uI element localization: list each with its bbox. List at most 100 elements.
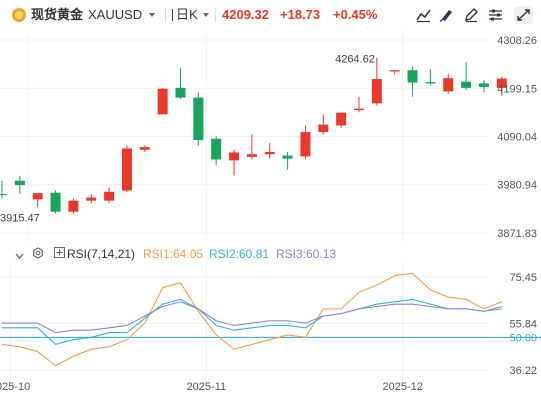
- candle-body: [104, 191, 115, 201]
- brush-icon[interactable]: [437, 6, 456, 24]
- symbol-code[interactable]: XAUUSD: [88, 7, 143, 22]
- candle[interactable]: [371, 57, 382, 106]
- interval-selector[interactable]: 日K: [176, 7, 198, 22]
- candle-body: [14, 180, 25, 186]
- candle[interactable]: [104, 187, 115, 203]
- candle-body: [478, 83, 489, 87]
- rsi2-value: RSI2:60.81: [209, 247, 270, 261]
- candle[interactable]: [496, 76, 507, 96]
- candle-body: [86, 197, 97, 201]
- candle[interactable]: [14, 175, 25, 195]
- candle[interactable]: [32, 193, 43, 208]
- candle[interactable]: [86, 194, 97, 203]
- candle-body: [0, 194, 7, 196]
- line-draw-icon[interactable]: [414, 6, 433, 24]
- rsi-chart[interactable]: 75.45 55.84 50.00 36.22 2025-10 2025-11 2025-…: [0, 263, 541, 403]
- candle-body: [318, 124, 329, 133]
- date-axis-label: 2025-12: [383, 381, 423, 393]
- candle-body: [371, 79, 382, 104]
- candle[interactable]: [175, 67, 186, 99]
- candle[interactable]: [478, 79, 489, 93]
- candle[interactable]: [0, 180, 7, 199]
- candle[interactable]: [443, 73, 454, 94]
- candle-body: [354, 108, 364, 110]
- symbol-dropdown-icon[interactable]: [149, 13, 155, 17]
- candle[interactable]: [354, 96, 364, 113]
- candle[interactable]: [139, 145, 150, 152]
- candle[interactable]: [157, 87, 168, 115]
- candle-body: [389, 70, 400, 72]
- price-axis-label: 3980.94: [497, 180, 537, 192]
- rsi-axis-label: 75.45: [509, 272, 537, 284]
- candle-body: [193, 97, 204, 141]
- settings-icon[interactable]: [32, 247, 44, 259]
- interval-dropdown-icon[interactable]: [203, 13, 209, 17]
- candle[interactable]: [211, 136, 222, 166]
- candle[interactable]: [264, 143, 275, 159]
- candle-body: [300, 132, 311, 157]
- candle[interactable]: [318, 114, 329, 135]
- candle-body: [229, 152, 240, 161]
- candle-body: [50, 192, 61, 212]
- candle-body: [407, 70, 418, 83]
- candle-body: [496, 78, 507, 88]
- candle-body: [175, 87, 186, 98]
- candle-body: [139, 147, 150, 150]
- candle[interactable]: [336, 112, 347, 128]
- candle-body: [443, 78, 454, 92]
- candle[interactable]: [68, 198, 79, 214]
- rsi-series-line-rsi2: [2, 298, 502, 346]
- toolbar-divider: [165, 8, 166, 22]
- date-axis-label: 2025-10: [0, 381, 30, 393]
- rsi1-value: RSI1:64.05: [143, 247, 204, 261]
- candle-body: [264, 151, 275, 155]
- candle-body: [32, 193, 43, 200]
- price-axis-label: 4308.26: [497, 35, 537, 47]
- candle[interactable]: [193, 92, 204, 146]
- candle[interactable]: [50, 190, 61, 214]
- candle-body: [211, 138, 222, 160]
- chart-type-icon[interactable]: [172, 9, 173, 21]
- toolbar-divider: [215, 8, 216, 22]
- rsi3-value: RSI3:60.13: [276, 247, 337, 261]
- candle[interactable]: [461, 62, 472, 91]
- candle[interactable]: [300, 125, 311, 159]
- candle-body: [121, 148, 132, 191]
- last-price: 4209.32: [222, 7, 269, 22]
- high-price-annotation: 4264.62: [335, 53, 375, 65]
- shrink-icon[interactable]: [514, 6, 533, 24]
- candle-body: [246, 154, 257, 157]
- candle-body: [282, 155, 293, 159]
- candle-body: [68, 200, 79, 212]
- rsi-label: RSI(7,14,21): [67, 247, 136, 261]
- candle-body: [425, 82, 436, 84]
- candle[interactable]: [425, 69, 436, 86]
- candle-body: [336, 112, 347, 126]
- candle[interactable]: [229, 149, 240, 176]
- price-change: +18.73: [280, 7, 321, 22]
- symbol-name-cn[interactable]: 现货黄金: [31, 7, 84, 22]
- price-change-percent: +0.45%: [333, 7, 378, 22]
- edit-icon[interactable]: [462, 6, 481, 24]
- price-axis-label: 4090.04: [497, 132, 537, 144]
- candle[interactable]: [282, 151, 293, 170]
- rsi-axis-label: 50.00: [509, 332, 537, 344]
- low-price-annotation: 3915.47: [0, 213, 40, 225]
- candle-body: [461, 81, 472, 88]
- price-axis-label: 3871.83: [497, 228, 537, 240]
- candle-body: [157, 88, 168, 115]
- rsi-series-line-rsi1: [1, 272, 503, 367]
- date-axis-label: 2025-11: [187, 381, 227, 393]
- collapse-icon[interactable]: [15, 249, 24, 259]
- candle[interactable]: [407, 66, 418, 97]
- add-indicator-icon[interactable]: [54, 247, 65, 258]
- candle[interactable]: [389, 70, 400, 75]
- candle[interactable]: [121, 145, 132, 192]
- candle[interactable]: [246, 134, 257, 160]
- rsi-series-line-rsi3: [2, 301, 502, 334]
- chart-toolbar: 现货黄金 XAUUSD 日K 4209.32 +18.73 +0.45%: [0, 0, 541, 30]
- price-axis-label: 4199.15: [497, 83, 537, 95]
- candlestick-chart[interactable]: 4308.26 4199.15 4090.04 3980.94 3871.83 4264…: [0, 30, 541, 242]
- settings-sliders-icon[interactable]: [486, 6, 505, 24]
- rsi-axis-label: 36.22: [509, 365, 537, 377]
